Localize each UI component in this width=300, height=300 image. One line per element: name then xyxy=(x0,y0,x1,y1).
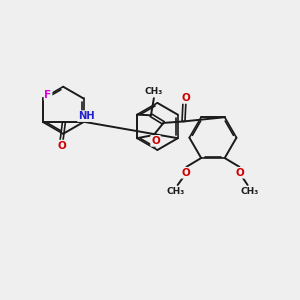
Text: O: O xyxy=(151,136,160,146)
Text: CH₃: CH₃ xyxy=(241,187,259,196)
Text: NH: NH xyxy=(78,111,94,121)
Text: CH₃: CH₃ xyxy=(167,187,185,196)
Text: O: O xyxy=(181,93,190,103)
Text: O: O xyxy=(236,168,244,178)
Text: O: O xyxy=(57,141,66,151)
Text: O: O xyxy=(182,168,190,178)
Text: F: F xyxy=(44,90,52,100)
Text: CH₃: CH₃ xyxy=(145,87,163,96)
